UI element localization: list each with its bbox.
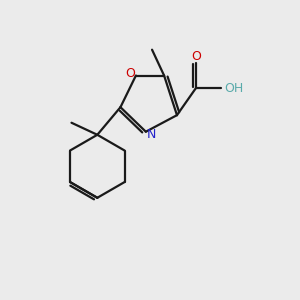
Text: O: O: [126, 67, 136, 80]
Text: O: O: [191, 50, 201, 62]
Text: N: N: [146, 128, 156, 141]
Text: OH: OH: [224, 82, 244, 94]
